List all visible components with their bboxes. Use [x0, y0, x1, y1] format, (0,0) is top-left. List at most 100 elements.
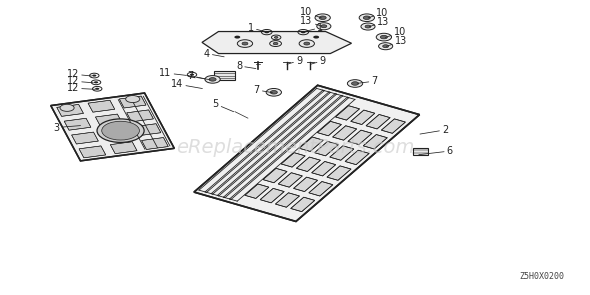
Polygon shape — [296, 157, 320, 171]
Circle shape — [209, 78, 216, 81]
Polygon shape — [119, 96, 146, 108]
Circle shape — [379, 43, 393, 50]
Polygon shape — [245, 184, 269, 199]
Text: 9: 9 — [310, 55, 326, 65]
Polygon shape — [294, 177, 317, 191]
Polygon shape — [381, 119, 405, 133]
Polygon shape — [348, 130, 372, 145]
Circle shape — [299, 40, 314, 47]
Circle shape — [94, 81, 98, 83]
Polygon shape — [260, 189, 284, 203]
Circle shape — [315, 14, 330, 22]
Text: 7: 7 — [358, 76, 378, 86]
Polygon shape — [110, 142, 137, 154]
Text: 14: 14 — [171, 79, 202, 89]
Text: 1: 1 — [306, 23, 323, 33]
Polygon shape — [366, 114, 390, 129]
Circle shape — [376, 33, 392, 41]
Polygon shape — [51, 93, 174, 161]
Text: Z5H0X0200: Z5H0X0200 — [520, 272, 565, 281]
Text: 9: 9 — [287, 55, 302, 65]
Polygon shape — [142, 137, 168, 150]
Text: 10: 10 — [300, 7, 322, 18]
Text: 8: 8 — [236, 61, 256, 71]
Polygon shape — [330, 146, 354, 160]
Polygon shape — [134, 124, 161, 136]
Text: 6: 6 — [419, 146, 453, 156]
Circle shape — [348, 80, 363, 87]
Polygon shape — [127, 110, 153, 122]
Circle shape — [383, 45, 389, 48]
Text: 1: 1 — [248, 23, 264, 33]
Polygon shape — [317, 121, 342, 136]
Circle shape — [381, 35, 388, 39]
Circle shape — [321, 25, 327, 28]
Circle shape — [352, 82, 359, 85]
Circle shape — [237, 40, 253, 47]
Polygon shape — [79, 146, 106, 158]
Circle shape — [92, 75, 96, 77]
Circle shape — [319, 16, 326, 19]
Circle shape — [301, 31, 306, 33]
Circle shape — [95, 88, 99, 90]
Circle shape — [242, 42, 248, 45]
Polygon shape — [263, 168, 287, 183]
Polygon shape — [309, 181, 333, 196]
Circle shape — [363, 16, 371, 19]
Text: 7: 7 — [188, 71, 210, 81]
Polygon shape — [413, 148, 428, 155]
Circle shape — [190, 74, 194, 76]
Circle shape — [264, 31, 269, 33]
Polygon shape — [363, 135, 387, 149]
Polygon shape — [291, 197, 315, 212]
Polygon shape — [57, 104, 83, 116]
Polygon shape — [299, 137, 323, 151]
Text: 4: 4 — [204, 49, 224, 58]
Text: 12: 12 — [67, 69, 91, 79]
Polygon shape — [276, 193, 300, 207]
Text: 11: 11 — [159, 68, 186, 78]
Polygon shape — [327, 166, 351, 180]
Text: 7: 7 — [254, 85, 273, 95]
Text: eReplacementParts.com: eReplacementParts.com — [176, 138, 414, 157]
Text: 12: 12 — [67, 76, 93, 86]
Circle shape — [271, 35, 281, 40]
Circle shape — [126, 96, 140, 103]
Polygon shape — [314, 141, 339, 156]
Polygon shape — [333, 126, 357, 140]
Circle shape — [313, 36, 319, 39]
Circle shape — [273, 42, 278, 45]
Circle shape — [234, 36, 240, 39]
Circle shape — [205, 76, 220, 83]
Polygon shape — [336, 106, 359, 120]
Text: 13: 13 — [300, 16, 322, 26]
Circle shape — [317, 23, 331, 30]
Polygon shape — [194, 85, 419, 222]
Polygon shape — [214, 71, 235, 80]
Circle shape — [60, 104, 74, 111]
Text: 2: 2 — [420, 125, 448, 135]
Circle shape — [270, 41, 281, 47]
Polygon shape — [281, 153, 305, 167]
Polygon shape — [71, 132, 99, 144]
Text: 10: 10 — [368, 8, 388, 18]
Text: 5: 5 — [212, 99, 234, 112]
Text: 13: 13 — [386, 36, 407, 46]
Circle shape — [274, 37, 278, 38]
Polygon shape — [351, 110, 375, 124]
Text: 10: 10 — [385, 27, 406, 37]
Circle shape — [101, 121, 139, 140]
Circle shape — [361, 23, 375, 30]
Text: 3: 3 — [54, 122, 81, 132]
Polygon shape — [96, 114, 122, 126]
Text: 13: 13 — [369, 17, 389, 27]
Polygon shape — [312, 161, 336, 176]
Polygon shape — [345, 150, 369, 165]
Circle shape — [359, 14, 375, 22]
Polygon shape — [64, 118, 91, 130]
Circle shape — [365, 25, 371, 28]
Circle shape — [304, 42, 310, 45]
Text: 12: 12 — [67, 83, 95, 93]
Circle shape — [97, 119, 144, 142]
Polygon shape — [103, 128, 130, 140]
